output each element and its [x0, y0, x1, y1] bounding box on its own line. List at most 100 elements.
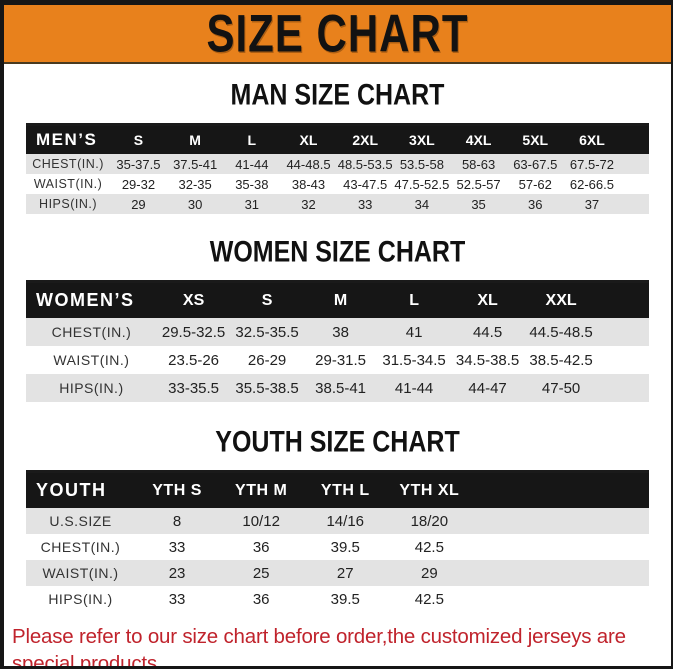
size-cell: 35 [450, 194, 507, 214]
size-cell: 8 [135, 508, 220, 534]
size-cell: 36 [219, 534, 304, 560]
row-filler [597, 318, 649, 346]
size-cell: 41-44 [223, 154, 281, 174]
table-corner-label: MEN’S [26, 123, 111, 154]
row-label: HIPS(IN.) [26, 374, 157, 402]
size-cell: 38 [303, 318, 378, 346]
size-cell: 37 [563, 194, 621, 214]
column-header: YTH M [219, 470, 304, 508]
row-label: WAIST(IN.) [26, 560, 136, 586]
women-section-heading-wrap: WOMEN SIZE CHART [4, 235, 671, 269]
column-header: 3XL [393, 123, 451, 154]
size-cell: 58-63 [450, 154, 507, 174]
size-cell: 32.5-35.5 [230, 318, 304, 346]
size-cell: 33 [135, 534, 220, 560]
size-cell: 29-32 [110, 174, 167, 194]
column-header: YTH XL [387, 470, 472, 508]
size-cell: 33 [135, 586, 220, 612]
row-label: HIPS(IN.) [26, 194, 111, 214]
column-header: 6XL [563, 123, 621, 154]
size-cell: 35-37.5 [110, 154, 167, 174]
size-cell: 26-29 [230, 346, 304, 374]
size-cell: 63-67.5 [506, 154, 564, 174]
size-cell: 29 [110, 194, 167, 214]
row-filler [471, 586, 649, 612]
men-size-table: MEN’S S M L XL 2XL 3XL 4XL 5XL 6XL CHEST(IN.) 35-37… [26, 123, 649, 214]
size-cell: 47-50 [524, 374, 598, 402]
header-filler [597, 280, 649, 318]
table-row: HIPS(IN.) 33-35.5 35.5-38.5 38.5-41 41-44 44-… [26, 374, 649, 402]
column-header: 5XL [506, 123, 564, 154]
table-row: WAIST(IN.) 23 25 27 29 [26, 560, 649, 586]
table-corner-label: WOMEN’S [26, 280, 157, 318]
banner-title: SIZE CHART [206, 3, 469, 63]
banner: SIZE CHART [4, 5, 671, 64]
column-header: 2XL [336, 123, 394, 154]
disclaimer-text: Please refer to our size chart before or… [12, 623, 665, 669]
size-cell: 32-35 [166, 174, 224, 194]
column-header: L [377, 280, 451, 318]
size-cell: 42.5 [387, 586, 472, 612]
size-cell: 10/12 [219, 508, 304, 534]
table-row: U.S.SIZE 8 10/12 14/16 18/20 [26, 508, 649, 534]
size-cell: 31 [223, 194, 281, 214]
youth-size-table: YOUTH YTH S YTH M YTH L YTH XL U.S.SIZE 8 10/12… [26, 470, 649, 612]
row-filler [471, 560, 649, 586]
size-cell: 39.5 [303, 534, 388, 560]
size-cell: 36 [506, 194, 564, 214]
column-header: YTH S [135, 470, 220, 508]
size-cell: 62-66.5 [563, 174, 621, 194]
size-cell: 38.5-41 [303, 374, 378, 402]
size-cell: 44.5-48.5 [524, 318, 598, 346]
row-label: CHEST(IN.) [26, 318, 157, 346]
row-label: CHEST(IN.) [26, 534, 136, 560]
size-cell: 29.5-32.5 [156, 318, 231, 346]
size-cell: 23 [135, 560, 220, 586]
row-label: CHEST(IN.) [26, 154, 111, 174]
size-cell: 52.5-57 [450, 174, 507, 194]
column-header: XL [450, 280, 525, 318]
row-label: WAIST(IN.) [26, 346, 157, 374]
size-cell: 39.5 [303, 586, 388, 612]
size-cell: 30 [166, 194, 224, 214]
row-filler [597, 374, 649, 402]
column-header: XL [280, 123, 337, 154]
size-cell: 44.5 [450, 318, 525, 346]
header-filler [471, 470, 649, 508]
row-filler [471, 508, 649, 534]
size-cell: 27 [303, 560, 388, 586]
header-row: YOUTH YTH S YTH M YTH L YTH XL [26, 470, 649, 508]
size-cell: 42.5 [387, 534, 472, 560]
size-cell: 38-43 [280, 174, 337, 194]
size-cell: 23.5-26 [156, 346, 231, 374]
column-header: 4XL [450, 123, 507, 154]
size-cell: 35-38 [223, 174, 281, 194]
row-filler [620, 194, 649, 214]
size-cell: 32 [280, 194, 337, 214]
row-filler [620, 154, 649, 174]
table-row: WAIST(IN.) 29-32 32-35 35-38 38-43 43-47.5 47.… [26, 174, 649, 194]
row-filler [471, 534, 649, 560]
size-cell: 38.5-42.5 [524, 346, 598, 374]
table-row: HIPS(IN.) 29 30 31 32 33 34 35 36 37 [26, 194, 649, 214]
row-label: U.S.SIZE [26, 508, 136, 534]
column-header: XS [156, 280, 231, 318]
column-header: M [166, 123, 224, 154]
men-section-heading-wrap: MAN SIZE CHART [4, 78, 671, 111]
size-cell: 36 [219, 586, 304, 612]
size-cell: 53.5-58 [393, 154, 451, 174]
row-filler [620, 174, 649, 194]
size-cell: 25 [219, 560, 304, 586]
size-cell: 44-48.5 [280, 154, 337, 174]
size-cell: 14/16 [303, 508, 388, 534]
size-cell: 41-44 [377, 374, 451, 402]
size-cell: 67.5-72 [563, 154, 621, 174]
size-cell: 41 [377, 318, 451, 346]
size-cell: 18/20 [387, 508, 472, 534]
size-cell: 34 [393, 194, 451, 214]
disclaimer-line-1: Please refer to our size chart before or… [12, 625, 626, 669]
women-section-title: WOMEN SIZE CHART [209, 235, 466, 269]
table-row: CHEST(IN.) 35-37.5 37.5-41 41-44 44-48.5 48.5… [26, 154, 649, 174]
size-cell: 34.5-38.5 [450, 346, 525, 374]
size-cell: 48.5-53.5 [336, 154, 394, 174]
